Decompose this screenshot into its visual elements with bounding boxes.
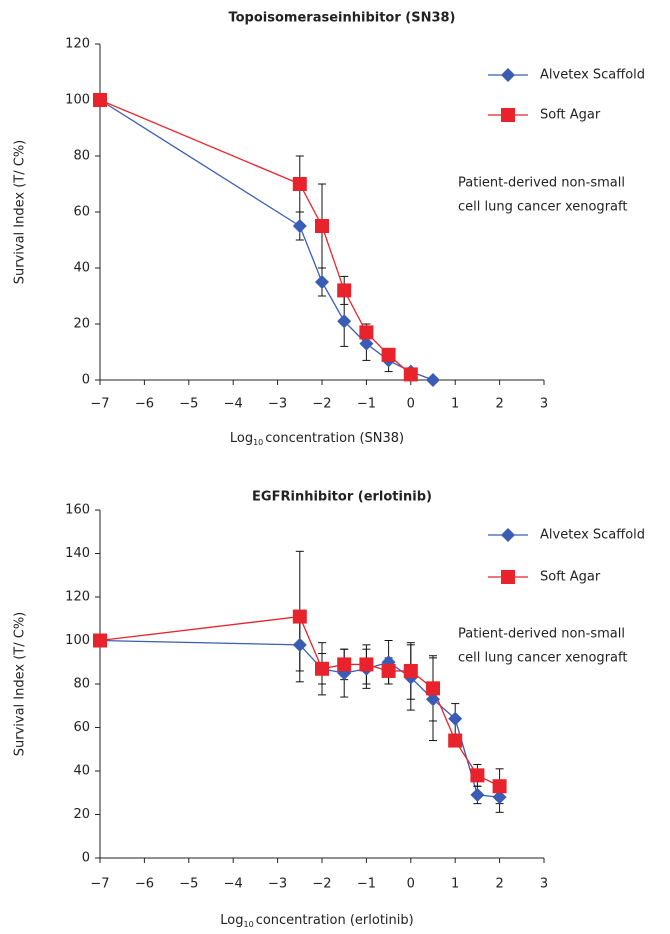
x-label-rest: concentration (erlotinib) xyxy=(256,913,414,928)
y-tick-label: 120 xyxy=(65,37,90,52)
marker xyxy=(359,657,374,672)
x-tick-label: −2 xyxy=(312,397,331,412)
x-label-base: Log xyxy=(220,913,243,928)
chart-title: EGFRinhibitor (erlotinib) xyxy=(252,490,432,505)
annotation: Patient-derived non-small xyxy=(458,627,625,642)
x-tick-label: −4 xyxy=(224,877,243,892)
x-tick-label: −1 xyxy=(357,397,376,412)
marker xyxy=(403,663,418,678)
y-tick-label: 60 xyxy=(73,205,90,220)
y-axis-label: Survival Index (T/ C%) xyxy=(13,140,28,285)
y-tick-label: 80 xyxy=(73,149,90,164)
marker xyxy=(292,609,307,624)
chart-title: Topoisomeraseinhibitor (SN38) xyxy=(228,11,455,26)
marker xyxy=(292,219,307,233)
x-tick-label: −2 xyxy=(312,877,331,892)
x-tick-label: −3 xyxy=(268,877,287,892)
marker xyxy=(492,779,507,794)
marker xyxy=(359,336,374,351)
x-tick-label: 2 xyxy=(495,397,503,412)
x-tick-label: −6 xyxy=(135,877,154,892)
y-tick-label: 60 xyxy=(73,720,90,735)
marker xyxy=(292,637,307,652)
x-tick-label: −5 xyxy=(179,877,198,892)
marker xyxy=(403,367,418,382)
y-tick-label: 160 xyxy=(65,503,90,518)
x-tick-label: −5 xyxy=(179,397,198,412)
legend-label: Alvetex Scaffold xyxy=(540,528,645,543)
x-tick-label: −7 xyxy=(90,877,109,892)
y-tick-label: 0 xyxy=(82,851,90,866)
x-tick-label: 1 xyxy=(451,397,459,412)
y-tick-label: 40 xyxy=(73,764,90,779)
marker xyxy=(426,373,440,387)
marker xyxy=(381,347,396,362)
y-tick-label: 20 xyxy=(73,807,90,822)
marker xyxy=(337,657,352,672)
legend-label: Soft Agar xyxy=(540,570,601,585)
x-tick-label: −1 xyxy=(357,877,376,892)
annotation: Patient-derived non-small xyxy=(458,176,625,191)
marker xyxy=(426,692,440,707)
x-tick-label: −6 xyxy=(135,397,154,412)
y-axis-label: Survival Index (T/ C%) xyxy=(13,612,28,757)
marker xyxy=(315,661,329,676)
x-tick-label: 1 xyxy=(451,877,459,892)
x-tick-label: −7 xyxy=(90,397,109,412)
marker xyxy=(492,790,507,805)
x-tick-label: −4 xyxy=(224,397,243,412)
marker xyxy=(448,733,463,748)
marker xyxy=(426,681,440,696)
legend-label: Alvetex Scaffold xyxy=(540,68,645,83)
y-tick-label: 20 xyxy=(73,317,90,332)
marker xyxy=(470,787,485,802)
legend-marker xyxy=(501,108,515,122)
legend-marker xyxy=(501,68,515,82)
y-tick-label: 100 xyxy=(65,633,90,648)
x-tick-label: −3 xyxy=(268,397,287,412)
marker xyxy=(448,711,463,726)
marker xyxy=(337,283,352,298)
x-label-sub: 10 xyxy=(244,920,254,929)
marker xyxy=(359,325,374,340)
y-tick-label: 0 xyxy=(82,373,90,388)
marker xyxy=(337,314,352,329)
marker xyxy=(93,93,107,107)
x-tick-label: 0 xyxy=(407,397,415,412)
y-tick-label: 120 xyxy=(65,590,90,605)
x-axis-label: Log10 concentration (SN38) xyxy=(230,431,404,447)
y-tick-label: 100 xyxy=(65,93,90,108)
marker xyxy=(93,633,107,648)
marker xyxy=(315,275,329,289)
x-axis-label: Log10 concentration (erlotinib) xyxy=(220,913,413,929)
legend-marker xyxy=(501,570,515,584)
marker xyxy=(381,663,396,678)
y-tick-label: 80 xyxy=(73,677,90,692)
x-tick-label: 2 xyxy=(495,877,503,892)
legend-marker xyxy=(501,528,515,542)
series-line xyxy=(99,99,434,381)
marker xyxy=(470,768,485,783)
annotation: cell lung cancer xenograft xyxy=(458,651,627,666)
y-tick-label: 40 xyxy=(73,261,90,276)
x-label-sub: 10 xyxy=(253,438,263,447)
marker xyxy=(315,219,329,233)
y-tick-label: 140 xyxy=(65,546,90,561)
x-tick-label: 3 xyxy=(540,397,548,412)
x-label-rest: concentration (SN38) xyxy=(265,431,404,446)
x-tick-label: 0 xyxy=(407,877,415,892)
annotation: cell lung cancer xenograft xyxy=(458,200,627,215)
x-tick-label: 3 xyxy=(540,877,548,892)
x-label-base: Log xyxy=(230,431,253,446)
legend-label: Soft Agar xyxy=(540,108,601,123)
marker xyxy=(292,177,307,191)
